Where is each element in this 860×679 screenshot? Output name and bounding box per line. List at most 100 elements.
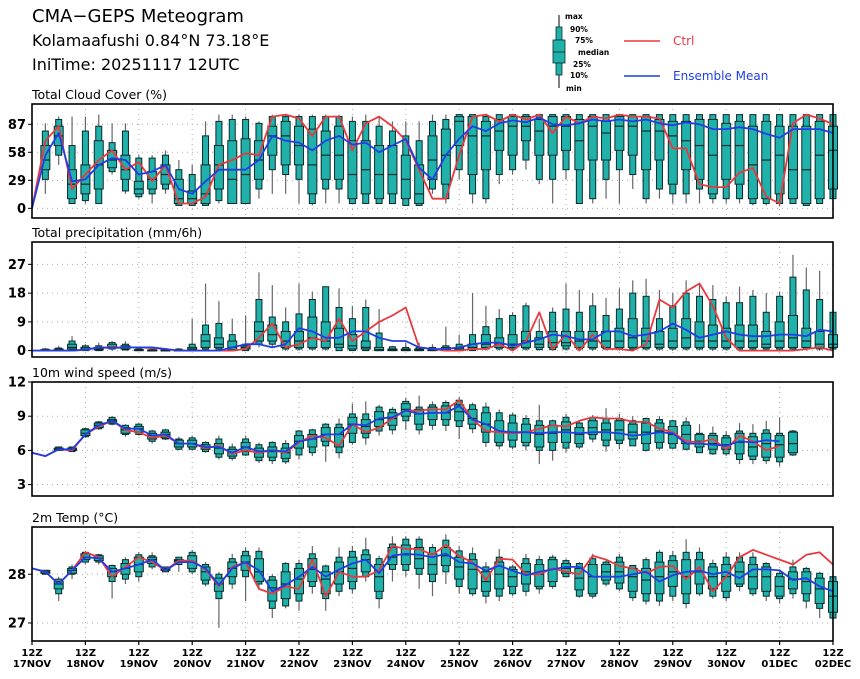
box-p25-p75 (654, 330, 665, 348)
box-plot (320, 423, 331, 462)
x-tick-hour: 12Z (502, 648, 523, 659)
box-plot (601, 408, 612, 452)
box-p10-p90 (789, 276, 797, 350)
box-plot (814, 114, 825, 205)
box-p25-p75 (454, 556, 465, 580)
box-plot (334, 114, 345, 204)
x-tick-date: 18NOV (66, 659, 105, 670)
box-plot (707, 285, 718, 351)
legend-box-label: min (566, 84, 582, 93)
x-tick-hour: 12Z (822, 648, 843, 659)
box-plot (587, 415, 598, 443)
box-plot (374, 555, 385, 609)
box-plot (133, 348, 144, 352)
box-plot (681, 539, 692, 609)
box-plot (801, 267, 812, 351)
box-plot (734, 552, 745, 592)
box-plot (387, 121, 398, 205)
y-tick-label: 9 (17, 315, 26, 330)
box-plot (534, 318, 545, 351)
box-plot (253, 272, 264, 348)
box-p25-p75 (667, 120, 678, 185)
box-p25-p75 (601, 120, 612, 161)
box-p25-p75 (627, 567, 638, 592)
box-p25-p75 (494, 118, 505, 151)
box-plot (267, 441, 278, 465)
box-p25-p75 (454, 116, 465, 147)
x-tick-date: 23NOV (333, 659, 372, 670)
box-plot (601, 559, 612, 587)
legend (552, 15, 566, 88)
box-plot (307, 291, 318, 351)
box-plot (747, 424, 758, 465)
box-p25-p75 (67, 343, 78, 350)
box-p25-p75 (347, 556, 358, 583)
box-p10-p90 (669, 305, 677, 350)
box-p25-p75 (721, 122, 732, 180)
panel-frame (31, 103, 834, 219)
panel-frame (31, 381, 834, 497)
box-plot (374, 116, 385, 205)
box-p10-p90 (522, 305, 530, 350)
x-tick-date: 22NOV (280, 659, 319, 670)
box-p10-p90 (749, 295, 757, 350)
box-plot (814, 571, 825, 619)
box-p25-p75 (734, 324, 745, 348)
box-p25-p75 (307, 128, 318, 195)
y-tick-label: 87 (8, 118, 26, 133)
box-p25-p75 (133, 180, 144, 195)
box-plot (400, 397, 411, 430)
box-p25-p75 (213, 145, 224, 190)
box-plot (787, 254, 798, 351)
box-plot (520, 114, 531, 170)
box-plot (627, 564, 638, 602)
x-tick-date: 20NOV (173, 659, 212, 670)
box-p25-p75 (280, 120, 291, 166)
box-p25-p75 (814, 120, 825, 200)
box-plot (654, 114, 665, 199)
box-plot (734, 286, 745, 351)
box-plot (480, 114, 491, 204)
box-p25-p75 (614, 561, 625, 584)
box-p10-p90 (469, 334, 477, 352)
y-tick-label: 6 (17, 444, 26, 459)
box-plot (654, 549, 665, 606)
panel-title: 10m wind speed (m/s) (32, 365, 172, 380)
x-tick-date: 26NOV (493, 659, 532, 670)
ensemble-mean-line (31, 552, 834, 593)
box-p25-p75 (761, 330, 772, 348)
box-p25-p75 (294, 330, 304, 348)
box-plot (507, 564, 518, 597)
init-time-label: IniTime: 20251117 12UTC (32, 55, 240, 74)
x-tick-date: 21NOV (226, 659, 265, 670)
box-plot (667, 114, 678, 204)
box-plot (627, 416, 638, 447)
box-p25-p75 (787, 431, 798, 454)
box-plot (627, 280, 638, 351)
box-plot (774, 291, 785, 351)
panel-title: Total precipitation (mm/6h) (31, 225, 202, 240)
box-plot (213, 114, 224, 204)
panel-frame (31, 241, 834, 358)
box-p25-p75 (240, 138, 251, 205)
box-p25-p75 (667, 327, 678, 348)
box-plot (480, 305, 491, 351)
box-p10-p90 (642, 295, 650, 350)
legend-box-label: 10% (570, 71, 588, 80)
box-plot (507, 114, 518, 175)
box-p25-p75 (307, 433, 318, 448)
box-plot (667, 293, 678, 351)
box-p25-p75 (387, 145, 398, 195)
box-p25-p75 (681, 120, 692, 171)
box-plot (427, 401, 438, 430)
box-plot (694, 114, 705, 204)
box-plot (107, 341, 118, 351)
box-p10-p90 (589, 305, 597, 350)
x-tick-hour: 12Z (75, 648, 96, 659)
chart-title: CMA−GEPS Meteogram (32, 6, 244, 27)
box-plot (641, 278, 652, 351)
box-p25-p75 (374, 145, 385, 200)
box-plot (387, 345, 398, 352)
box-plot (400, 536, 411, 577)
box-p25-p75 (574, 118, 585, 171)
